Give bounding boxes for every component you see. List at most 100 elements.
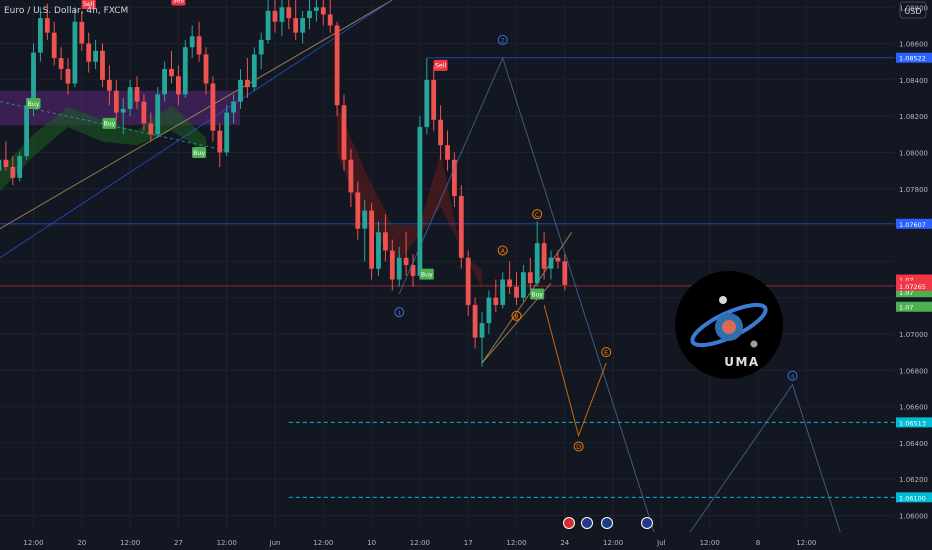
price-tag: 1.07607 (896, 218, 932, 229)
candle (148, 112, 154, 142)
candle-body (44, 18, 50, 33)
wave-paths: 1 2 4 A B C D E (394, 34, 842, 534)
time-tick: 12:00 (506, 539, 526, 547)
candle (369, 203, 374, 280)
candle-body (320, 7, 326, 15)
signal-badge (81, 0, 96, 10)
buy-signal: Buy (419, 268, 434, 280)
candle (548, 250, 554, 280)
candle-body (17, 156, 23, 178)
buy-signal: Buy (102, 117, 117, 129)
wave-label-orange-text: D (576, 443, 581, 451)
candle-body (24, 105, 29, 157)
candle-body (279, 7, 285, 22)
event-icons[interactable] (563, 517, 653, 529)
candle-body (3, 159, 9, 167)
candle-body (127, 87, 133, 109)
wave-label-orange-text: B (514, 312, 518, 320)
candle-body (417, 127, 423, 276)
wave-label-orange: B (511, 310, 522, 321)
candle-body (182, 47, 188, 95)
wave-label-blue-text: 2 (501, 37, 505, 45)
buy-signal: Buy (26, 97, 41, 109)
candle-body (93, 50, 98, 62)
candle (141, 94, 147, 131)
candle (10, 156, 16, 186)
wave-path-orange (543, 304, 607, 438)
candle (541, 232, 547, 280)
candle (217, 123, 223, 167)
candle-body (155, 94, 161, 135)
candle (307, 0, 312, 30)
candle-body (141, 101, 147, 124)
candle-body (196, 36, 202, 55)
candle-body (286, 7, 292, 19)
price-tag-bg (896, 280, 932, 291)
candle (527, 257, 533, 291)
time-tick: 27 (174, 539, 183, 547)
candle (555, 250, 561, 269)
candle (286, 0, 292, 30)
candle-body (369, 210, 374, 269)
candle (203, 47, 209, 95)
time-tick: 24 (560, 539, 569, 547)
wave-label-blue-ring (394, 307, 405, 318)
currency-button[interactable] (899, 1, 927, 19)
candle-body (514, 286, 519, 298)
candle-body (465, 257, 471, 305)
candle (279, 0, 285, 37)
candle (93, 39, 98, 69)
wave-label-orange-text: C (535, 211, 540, 219)
candle-body (507, 279, 512, 287)
candle-body (107, 79, 112, 91)
candle-body (376, 232, 381, 269)
candle (272, 0, 278, 33)
candle-body (224, 112, 230, 153)
time-tick: 12:00 (217, 539, 237, 547)
candle-body (86, 43, 92, 62)
candle (334, 21, 340, 117)
candle (445, 130, 450, 171)
trend-line (0, 0, 393, 259)
signal-text: Sell (435, 63, 446, 70)
price-tag-bg (896, 492, 932, 503)
candle (58, 47, 64, 80)
candle-body (445, 145, 450, 160)
candle-body (148, 123, 154, 135)
signal-text: Buy (103, 121, 115, 128)
signal-text: Buy (28, 101, 40, 108)
currency-label[interactable]: USD (904, 7, 921, 16)
price-tag-text: 1.06100 (899, 494, 926, 502)
time-axis-bg (0, 532, 895, 550)
price-tag-bg (896, 287, 932, 298)
candle-body (562, 261, 568, 285)
cloud-green (0, 105, 206, 192)
candle (465, 250, 471, 316)
signal-badge (433, 59, 448, 71)
price-tick: 1.06000 (899, 512, 928, 520)
price-tick: 1.06400 (899, 440, 928, 448)
candle (472, 297, 478, 349)
wave-label-blue-text: 4 (790, 372, 794, 380)
candle (38, 7, 43, 62)
candle (189, 25, 195, 59)
candle-body (424, 79, 430, 128)
time-tick: 12:00 (700, 539, 720, 547)
candle-body (134, 87, 140, 102)
candle (251, 47, 257, 91)
candle (362, 199, 368, 262)
candle (486, 290, 492, 334)
candle (327, 0, 333, 33)
candle-body (176, 76, 181, 95)
time-axis: 12:00 20 12:00 27 12:00 Jun 12:00 10 12:00 17 12:0… (0, 532, 895, 550)
wave-path-blue (688, 383, 842, 534)
candle-body (217, 130, 223, 153)
price-axis: 1.08800 1.08600 1.08400 1.08200 1.08000 1.078… (895, 0, 932, 550)
candle (417, 116, 423, 280)
signal-badge (171, 0, 186, 6)
candle (238, 68, 243, 109)
candle (396, 246, 402, 287)
candle-body (472, 304, 478, 338)
